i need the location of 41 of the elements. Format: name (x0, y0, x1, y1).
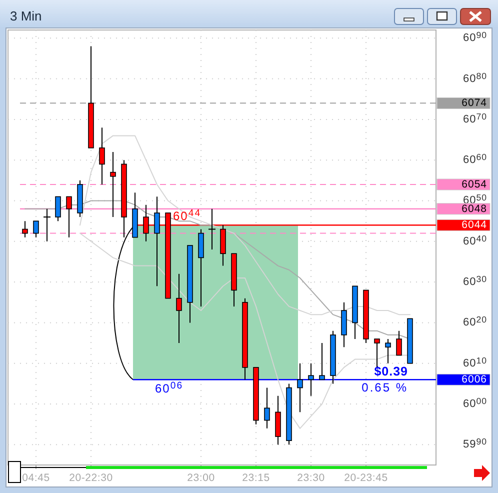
candlestick (22, 220, 28, 238)
candlestick (110, 151, 116, 218)
x-tick-label: 04:45 (22, 472, 50, 484)
y-tick-label: 60$^{90}$ (462, 30, 487, 44)
x-tick-label: 23:00 (187, 472, 215, 484)
candlestick (66, 196, 72, 238)
y-tick-label: 60$^{80}$ (462, 71, 487, 85)
candlestick (176, 273, 182, 344)
y-tick-label: 60$^{20}$ (462, 315, 487, 329)
candlestick (297, 362, 303, 413)
y-tick-label: 60$^{40}$ (462, 234, 487, 248)
ref-line-label: 6054 (462, 178, 487, 190)
annotation: 60$^{44}$ (173, 208, 202, 224)
y-tick-label: 60$^{70}$ (462, 112, 487, 126)
candlestick (374, 338, 380, 368)
x-tick-label: 23:15 (242, 472, 270, 484)
candlestick (154, 196, 160, 287)
candlestick (99, 127, 105, 185)
ref-line-label: 6074 (462, 97, 487, 110)
y-tick-label: 59$^{90}$ (462, 436, 487, 451)
x-tick-label: 20-23:45 (344, 472, 388, 484)
y-tick-label: 60$^{00}$ (462, 396, 487, 410)
ref-line-label: 6048 (462, 202, 487, 215)
candlestick (396, 330, 402, 356)
y-tick-label: 60$^{60}$ (462, 152, 487, 166)
annotation: 60$^{06}$ (155, 380, 184, 396)
candlestick (55, 196, 61, 222)
x-tick-label: 20-22:30 (69, 472, 113, 484)
y-tick-label: 60$^{10}$ (462, 356, 487, 370)
candlestick (385, 338, 391, 364)
ref-line-label: 6044 (462, 219, 487, 232)
ref-line-label: 6006 (462, 374, 487, 386)
candlestick (264, 387, 270, 429)
annotation: 0.65 % (362, 380, 408, 395)
candlestick (33, 220, 39, 238)
candlestick (319, 342, 325, 380)
x-tick-label: 23:30 (297, 472, 325, 484)
chart-title: 3 Min (10, 8, 42, 24)
y-tick-label: 60$^{30}$ (462, 274, 487, 288)
annotation: $0.39 (374, 364, 408, 379)
candlestick (308, 362, 314, 396)
